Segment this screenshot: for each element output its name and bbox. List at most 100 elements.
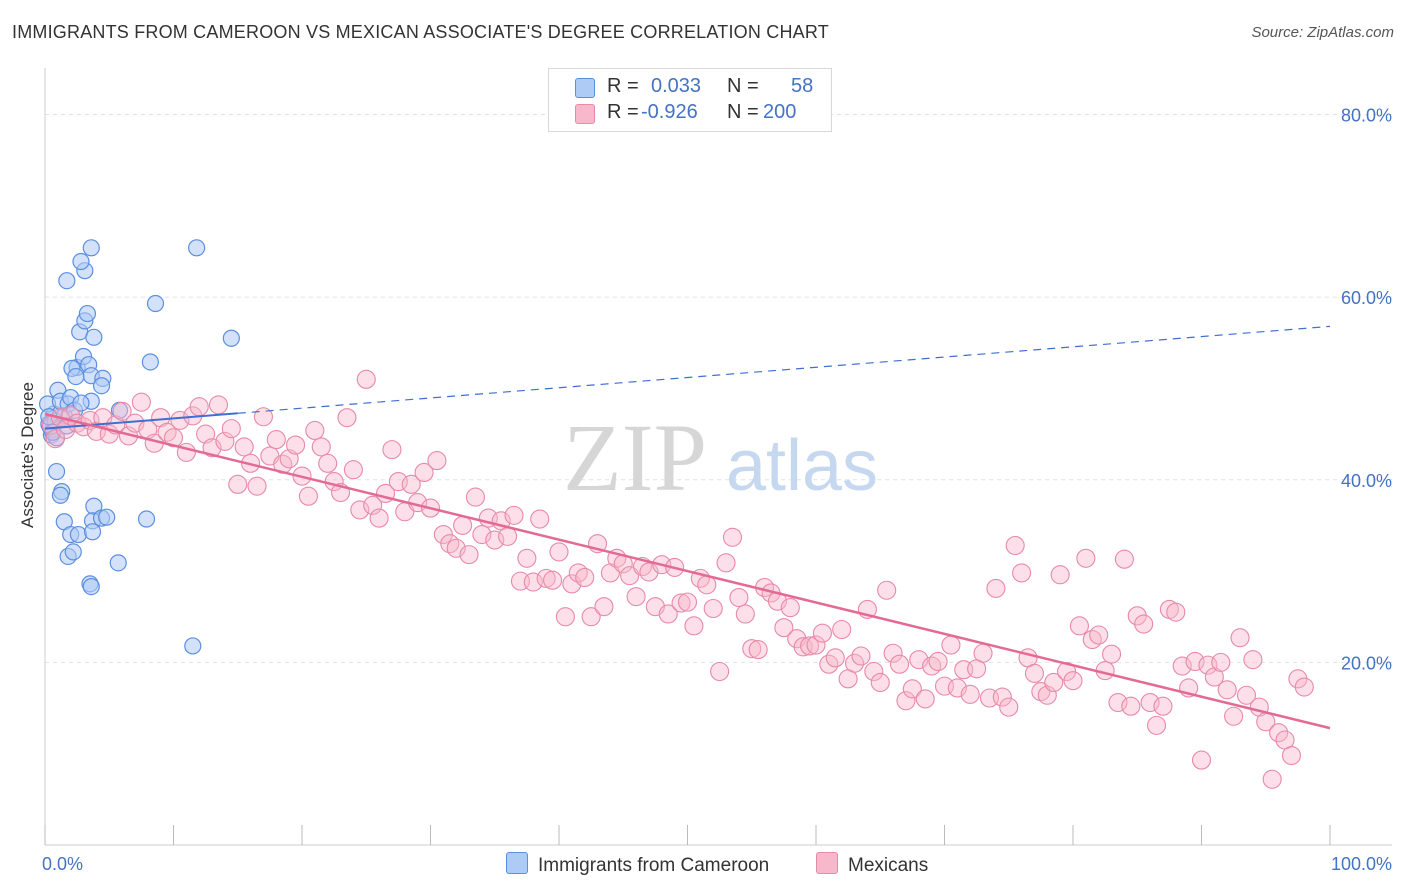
mexican-point bbox=[1146, 715, 1167, 735]
mexican-point bbox=[626, 587, 646, 607]
mexican-point bbox=[253, 407, 274, 427]
mexican-point bbox=[864, 661, 884, 682]
mexican-point bbox=[504, 505, 524, 525]
mexican-point bbox=[710, 661, 730, 682]
mexican-point bbox=[1012, 563, 1032, 583]
mexican-point bbox=[915, 689, 935, 709]
mexican-point bbox=[1063, 671, 1083, 691]
mexican-point bbox=[825, 648, 845, 668]
mexican-point bbox=[992, 687, 1012, 707]
cameroon-point bbox=[67, 367, 85, 386]
mexican-point bbox=[298, 486, 318, 506]
mexican-point bbox=[549, 542, 569, 562]
mexican-point bbox=[311, 437, 331, 457]
mexican-point bbox=[1140, 693, 1160, 713]
mexican-point bbox=[1236, 685, 1257, 705]
mexican-point bbox=[832, 619, 852, 640]
legend-label-mexicans: Mexicans bbox=[848, 855, 929, 876]
mexican-point bbox=[247, 476, 267, 496]
mexican-point bbox=[844, 653, 865, 673]
mexican-legend-swatch bbox=[816, 852, 838, 874]
trend-lines bbox=[44, 325, 1331, 730]
cameroon-point bbox=[72, 394, 90, 412]
mexican-point bbox=[1262, 769, 1282, 789]
n-value: 200 bbox=[763, 101, 797, 123]
cameroon-point bbox=[184, 637, 202, 655]
cameroon-point bbox=[92, 377, 111, 395]
stats-legend: R = 0.033 N = 58 R = -0.926 N = 200 bbox=[548, 68, 832, 132]
mexican-point bbox=[1076, 548, 1096, 568]
mexican-point bbox=[459, 545, 479, 565]
mexican-point bbox=[465, 487, 486, 507]
cameroon-trend-line-extension bbox=[237, 325, 1331, 414]
mexican-point bbox=[414, 462, 434, 483]
mexican-point bbox=[555, 607, 575, 627]
mexican-point bbox=[716, 553, 736, 573]
mexican-point bbox=[453, 515, 473, 535]
mexican-point bbox=[1185, 651, 1205, 672]
mexican-point bbox=[337, 408, 357, 428]
mexican-point bbox=[729, 588, 749, 608]
mexican-point bbox=[266, 430, 286, 450]
mexican-point bbox=[774, 618, 794, 638]
mexican-point bbox=[228, 474, 248, 494]
mexican-point bbox=[221, 419, 241, 439]
mexican-point bbox=[1050, 565, 1070, 585]
n-label: N = bbox=[727, 101, 759, 123]
mexican-point bbox=[286, 435, 306, 455]
axes bbox=[44, 68, 1392, 846]
mexican-point bbox=[382, 440, 402, 460]
mexican-point bbox=[1108, 693, 1128, 713]
mexican-point bbox=[973, 643, 993, 663]
r-label: R = bbox=[607, 101, 639, 123]
x-tick-label: 100.0% bbox=[1331, 854, 1392, 874]
mexican-point bbox=[1089, 625, 1109, 645]
mexican-point bbox=[517, 548, 537, 568]
series-mexicans-points bbox=[41, 369, 1314, 789]
cameroon-point bbox=[69, 525, 88, 544]
mexican-point bbox=[1243, 650, 1263, 670]
watermark: ZIP atlas bbox=[563, 404, 878, 511]
cameroon-point bbox=[82, 239, 100, 257]
cameroon-trend-line bbox=[44, 412, 238, 430]
mexican-point bbox=[1191, 750, 1212, 770]
cameroon-point bbox=[47, 462, 66, 481]
cameroon-legend-swatch bbox=[506, 852, 528, 874]
mexican-point bbox=[748, 640, 768, 660]
mexican-point bbox=[112, 401, 132, 421]
mexican-point bbox=[677, 592, 698, 612]
mexican-point bbox=[722, 527, 743, 547]
mexican-point bbox=[343, 460, 363, 480]
legend-label-cameroon: Immigrants from Cameroon bbox=[538, 855, 770, 876]
legend-item-cameroon: Immigrants from Cameroon bbox=[506, 852, 769, 877]
mexican-point bbox=[877, 580, 897, 600]
cameroon-point bbox=[58, 272, 76, 290]
mexican-point bbox=[1121, 696, 1141, 716]
r-value: 0.033 bbox=[651, 75, 702, 97]
cameroon-point bbox=[141, 353, 159, 371]
mexican-point bbox=[536, 568, 556, 588]
mexican-point bbox=[170, 410, 190, 430]
mexican-point bbox=[131, 392, 151, 412]
r-value: -0.926 bbox=[641, 101, 698, 123]
x-tick-label: 0.0% bbox=[42, 854, 83, 874]
cameroon-point bbox=[222, 329, 240, 347]
watermark-zip: ZIP bbox=[563, 404, 707, 511]
mexican-point bbox=[742, 639, 762, 659]
mexican-point bbox=[1166, 602, 1186, 622]
cameroon-point bbox=[64, 543, 82, 561]
mexican-point bbox=[1269, 723, 1289, 743]
mexican-point bbox=[896, 691, 916, 711]
mexican-point bbox=[1172, 656, 1192, 676]
mexican-point bbox=[928, 651, 948, 672]
y-tick-label: 40.0% bbox=[1341, 471, 1392, 491]
mexican-point bbox=[356, 369, 376, 389]
legend-item-mexicans: Mexicans bbox=[816, 852, 928, 877]
mexican-point bbox=[305, 420, 325, 441]
mexican-point bbox=[1217, 680, 1237, 700]
mexican-point bbox=[671, 593, 691, 613]
tick-labels: 20.0% 40.0% 60.0% 80.0% 0.0% 100.0% bbox=[42, 106, 1392, 874]
mexican-point bbox=[157, 422, 177, 442]
mexican-point bbox=[369, 508, 389, 528]
